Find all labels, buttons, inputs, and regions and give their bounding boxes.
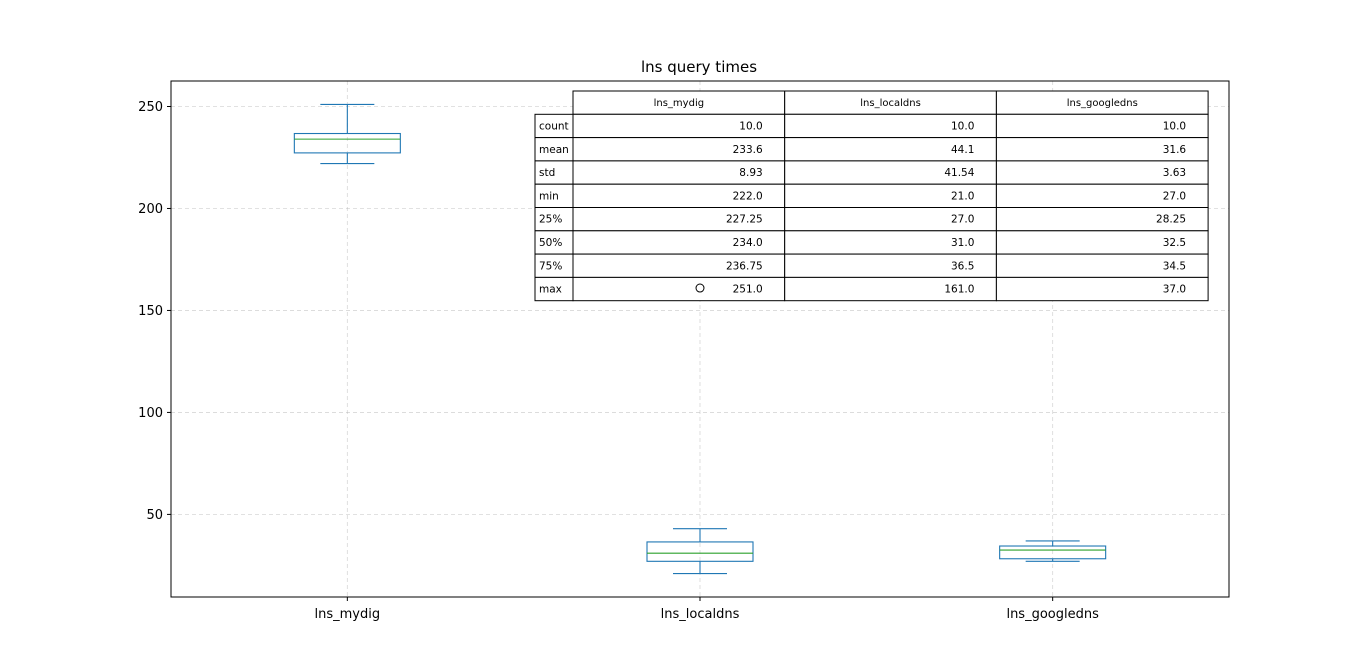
table-cell-value: 28.25 xyxy=(1156,214,1186,226)
table-cell-value: 10.0 xyxy=(739,120,762,132)
table-cell-value: 36.5 xyxy=(951,260,974,272)
box-lns_googledns xyxy=(999,540,1107,562)
y-tick-label: 100 xyxy=(138,406,163,421)
table-cell-value: 34.5 xyxy=(1163,260,1186,272)
table-cell-value: 234.0 xyxy=(733,237,763,249)
table-cell-value: 27.0 xyxy=(951,214,974,226)
iqr-box xyxy=(646,541,754,562)
iqr-box xyxy=(999,545,1107,560)
table-cell-value: 10.0 xyxy=(951,120,974,132)
table-cell-value: 227.25 xyxy=(726,214,763,226)
table-cell-value: 3.63 xyxy=(1163,167,1186,179)
y-tick-label: 250 xyxy=(138,100,163,115)
iqr-box xyxy=(293,132,401,154)
table-cell-value: 37.0 xyxy=(1163,284,1186,296)
table-cell-value: 32.5 xyxy=(1163,237,1186,249)
table-cell-value: 41.54 xyxy=(944,167,974,179)
table-cell-value: 251.0 xyxy=(733,284,763,296)
table-cell-value: 44.1 xyxy=(951,144,974,156)
x-tick-label: lns_googledns xyxy=(1006,607,1099,622)
axis-layer: 50 100 150 200 250 lns_mydig lns_localdns lns_g… xyxy=(138,80,1230,622)
table-header-lns_localdns: lns_localdns xyxy=(860,98,921,109)
table-cell-value: 27.0 xyxy=(1163,190,1186,202)
table-cell-value: 222.0 xyxy=(733,190,763,202)
table-cell-value: 233.6 xyxy=(733,144,763,156)
box-lns_mydig xyxy=(293,103,401,165)
table-cell-value: 236.75 xyxy=(726,260,763,272)
flier-layer xyxy=(695,283,705,293)
box-lns_localdns xyxy=(646,528,754,575)
table-cell-value: 8.93 xyxy=(739,167,762,179)
x-tick-label: lns_mydig xyxy=(315,607,381,622)
table-row-label: 50% xyxy=(539,237,562,249)
table-row-label: 75% xyxy=(539,260,562,272)
table-cell-value: 31.6 xyxy=(1163,144,1187,156)
table-cell-value: 10.0 xyxy=(1163,120,1186,132)
table-row-label: max xyxy=(539,284,562,296)
y-tick-label: 50 xyxy=(146,508,163,523)
table-row-label: std xyxy=(539,167,555,179)
table-row-label: 25% xyxy=(539,214,562,226)
table-row-label: mean xyxy=(539,144,569,156)
table-row-label: count xyxy=(539,120,569,132)
table-header-lns_mydig: lns_mydig xyxy=(654,98,704,109)
table-cell-value: 31.0 xyxy=(951,237,974,249)
y-tick-label: 150 xyxy=(138,304,163,319)
table-header-lns_googledns: lns_googledns xyxy=(1067,98,1138,109)
y-tick-label: 200 xyxy=(138,202,163,217)
x-tick-label: lns_localdns xyxy=(661,607,740,622)
table-cell-value: 21.0 xyxy=(951,190,974,202)
box-layer xyxy=(293,103,1107,575)
chart-title: lns query times xyxy=(641,58,757,76)
table-cell-value: 161.0 xyxy=(944,284,974,296)
table-cell xyxy=(995,276,1209,302)
outlier-point xyxy=(695,283,705,293)
table-row-label: min xyxy=(539,190,559,202)
